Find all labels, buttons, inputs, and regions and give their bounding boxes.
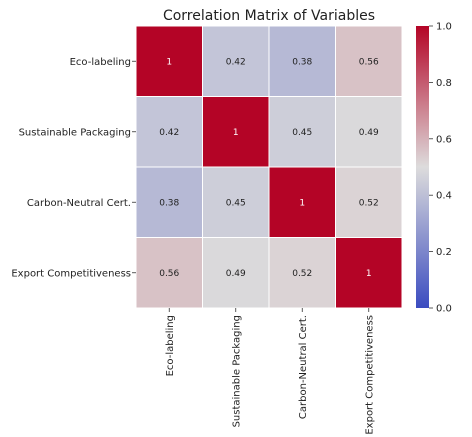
cell-value-label: 0.38 — [292, 57, 312, 67]
heatmap-cells: 1 0.42 0.38 0.56 0.42 1 0.45 0.49 0.38 0.45 1 0.52 0… — [135, 25, 403, 309]
heatmap-cell — [202, 25, 270, 97]
column-label: Eco-labeling — [165, 315, 176, 376]
cell-value-label: 0.56 — [359, 57, 379, 67]
cell-value-label: 1 — [366, 269, 372, 279]
cell-value-label: 0.42 — [159, 128, 179, 138]
cell-value-label: 0.52 — [359, 198, 379, 208]
colorbar-tick-label: 0.4 — [436, 191, 452, 202]
cell-value-label: 0.42 — [226, 57, 246, 67]
heatmap-cell — [135, 25, 203, 97]
row-label: Carbon-Neutral Cert. — [27, 198, 131, 209]
chart-title: Correlation Matrix of Variables — [163, 8, 375, 24]
heatmap-cell — [202, 96, 270, 168]
heatmap-cell — [335, 25, 403, 97]
column-label: Sustainable Packaging — [231, 315, 242, 427]
row-labels: Eco-labeling Sustainable Packaging Carbon-… — [11, 57, 136, 279]
colorbar: 0.0 0.2 0.4 0.6 0.8 1.0 — [416, 22, 452, 315]
cell-value-label: 0.52 — [292, 269, 312, 279]
cell-value-label: 0.56 — [159, 269, 179, 279]
cell-value-label: 0.38 — [159, 198, 179, 208]
cell-value-label: 0.45 — [292, 128, 312, 138]
column-label: Export Competitiveness — [364, 315, 375, 435]
column-label: Carbon-Neutral Cert. — [298, 315, 309, 419]
cell-value-label: 1 — [233, 128, 239, 138]
row-label: Eco-labeling — [70, 57, 131, 68]
row-label: Export Competitiveness — [11, 268, 131, 279]
colorbar-tick-label: 0.6 — [436, 134, 452, 145]
heatmap-cell — [202, 237, 270, 309]
colorbar-tick-label: 1.0 — [436, 22, 452, 33]
colorbar-gradient — [416, 26, 429, 308]
heatmap-cell — [202, 166, 270, 238]
cell-value-label: 0.49 — [359, 128, 379, 138]
heatmap-cell — [268, 25, 336, 97]
cell-value-label: 1 — [166, 57, 172, 67]
row-label: Sustainable Packaging — [19, 127, 131, 138]
colorbar-tick-label: 0.2 — [436, 247, 452, 258]
colorbar-tick-label: 0.8 — [436, 78, 452, 89]
colorbar-tick-label: 0.0 — [436, 304, 452, 315]
heatmap-cell — [335, 96, 403, 168]
cell-value-label: 0.45 — [226, 198, 246, 208]
cell-value-label: 1 — [299, 198, 305, 208]
column-labels: Eco-labeling Sustainable Packaging Carbon-… — [165, 308, 375, 435]
heatmap-cell — [335, 166, 403, 238]
heatmap-cell — [335, 237, 403, 309]
cell-value-label: 0.49 — [226, 269, 246, 279]
